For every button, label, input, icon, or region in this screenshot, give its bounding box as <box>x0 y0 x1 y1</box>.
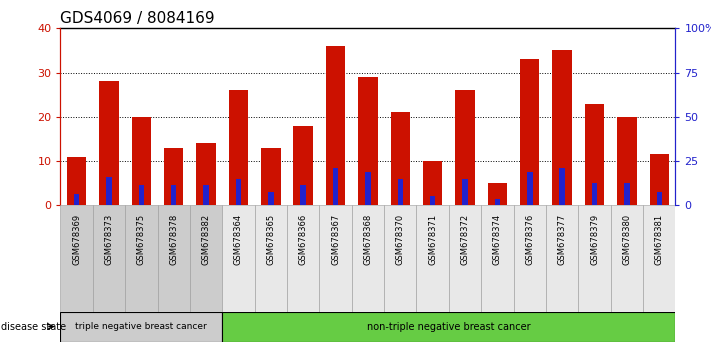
Text: GSM678373: GSM678373 <box>105 214 114 265</box>
Bar <box>132 117 151 205</box>
Bar <box>552 51 572 205</box>
Text: triple negative breast cancer: triple negative breast cancer <box>75 322 207 331</box>
Bar <box>60 312 223 342</box>
Bar <box>223 205 255 312</box>
Bar <box>560 168 565 205</box>
Bar <box>546 205 578 312</box>
Text: GSM678370: GSM678370 <box>396 214 405 265</box>
Bar <box>67 156 86 205</box>
Bar <box>319 205 352 312</box>
Bar <box>125 205 158 312</box>
Text: GSM678366: GSM678366 <box>299 214 308 265</box>
Bar <box>481 205 513 312</box>
Bar <box>223 312 675 342</box>
Bar <box>93 205 125 312</box>
Bar <box>397 179 403 205</box>
Bar <box>171 185 176 205</box>
Text: GSM678382: GSM678382 <box>202 214 210 265</box>
Text: GSM678364: GSM678364 <box>234 214 243 265</box>
Bar <box>358 77 378 205</box>
Text: disease state: disease state <box>1 321 66 332</box>
Text: GSM678375: GSM678375 <box>137 214 146 265</box>
Bar <box>60 205 93 312</box>
Bar <box>520 59 540 205</box>
Text: GSM678368: GSM678368 <box>363 214 373 265</box>
Bar <box>578 205 611 312</box>
Bar <box>384 205 417 312</box>
Bar <box>513 205 546 312</box>
Bar <box>527 172 533 205</box>
Bar <box>158 205 190 312</box>
Bar <box>643 205 675 312</box>
Bar <box>203 185 209 205</box>
Text: GSM678380: GSM678380 <box>622 214 631 265</box>
Bar <box>229 90 248 205</box>
Bar <box>624 183 630 205</box>
Bar <box>287 205 319 312</box>
Bar <box>488 183 507 205</box>
Bar <box>255 205 287 312</box>
Bar <box>585 104 604 205</box>
Text: GSM678372: GSM678372 <box>461 214 469 265</box>
Bar <box>326 46 346 205</box>
Text: GSM678369: GSM678369 <box>72 214 81 265</box>
Bar <box>656 192 662 205</box>
Text: GSM678365: GSM678365 <box>267 214 275 265</box>
Text: non-triple negative breast cancer: non-triple negative breast cancer <box>367 321 530 332</box>
Bar <box>164 148 183 205</box>
Bar <box>74 194 80 205</box>
Bar <box>333 168 338 205</box>
Bar <box>462 179 468 205</box>
Text: GSM678371: GSM678371 <box>428 214 437 265</box>
Bar <box>365 172 370 205</box>
Bar <box>196 143 216 205</box>
Bar <box>650 154 669 205</box>
Text: GSM678374: GSM678374 <box>493 214 502 265</box>
Bar <box>190 205 223 312</box>
Bar <box>100 81 119 205</box>
Bar <box>261 148 281 205</box>
Bar <box>430 196 435 205</box>
Bar <box>455 90 475 205</box>
Bar <box>106 177 112 205</box>
Text: GDS4069 / 8084169: GDS4069 / 8084169 <box>60 11 215 25</box>
Bar <box>423 161 442 205</box>
Bar <box>495 199 500 205</box>
Text: GSM678377: GSM678377 <box>557 214 567 265</box>
Bar <box>294 126 313 205</box>
Bar <box>301 185 306 205</box>
Text: GSM678378: GSM678378 <box>169 214 178 265</box>
Bar <box>449 205 481 312</box>
Bar <box>352 205 384 312</box>
Bar <box>617 117 636 205</box>
Text: GSM678381: GSM678381 <box>655 214 664 265</box>
Bar <box>611 205 643 312</box>
Text: GSM678367: GSM678367 <box>331 214 340 265</box>
Bar <box>417 205 449 312</box>
Bar <box>592 183 597 205</box>
Bar <box>236 179 241 205</box>
Text: GSM678379: GSM678379 <box>590 214 599 265</box>
Bar <box>268 192 274 205</box>
Text: GSM678376: GSM678376 <box>525 214 534 265</box>
Bar <box>390 113 410 205</box>
Bar <box>139 185 144 205</box>
